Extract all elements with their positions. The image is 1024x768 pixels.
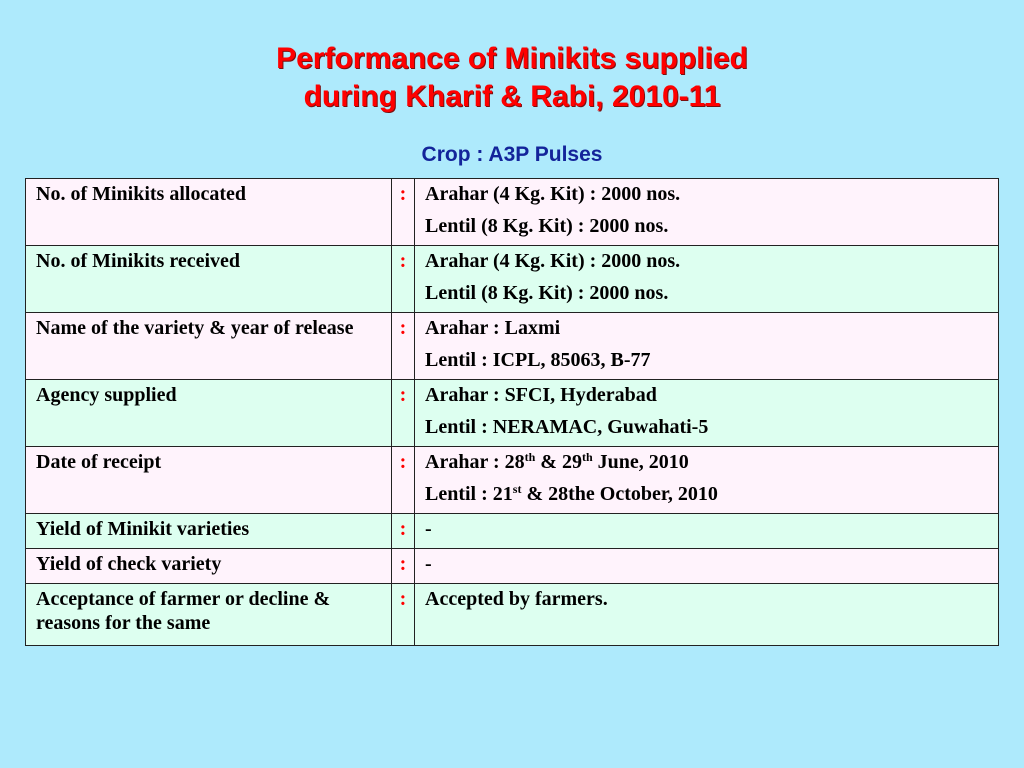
table-row: No. of Minikits received : Arahar (4 Kg.… bbox=[25, 245, 999, 313]
value-text: Lentil : 21 bbox=[425, 483, 513, 505]
table-row: Yield of Minikit varieties : - bbox=[25, 513, 999, 549]
row-value: Arahar (4 Kg. Kit) : 2000 nos. Lentil (8… bbox=[414, 178, 999, 246]
row-value: Arahar : 28th & 29th June, 2010 Lentil :… bbox=[414, 446, 999, 514]
value-line: Arahar : 28th & 29th June, 2010 bbox=[425, 450, 988, 474]
value-line: Lentil (8 Kg. Kit) : 2000 nos. bbox=[425, 215, 669, 237]
row-value: - bbox=[414, 513, 999, 549]
row-value: Accepted by farmers. bbox=[414, 583, 999, 646]
row-separator: : bbox=[391, 245, 415, 313]
value-text: June, 2010 bbox=[592, 451, 689, 473]
value-line: Lentil : ICPL, 85063, B-77 bbox=[425, 349, 651, 371]
value-line: Accepted by farmers. bbox=[425, 588, 608, 610]
value-line: Arahar : Laxmi bbox=[425, 317, 561, 339]
row-separator: : bbox=[391, 583, 415, 646]
slide-title: Performance of Minikits supplied during … bbox=[0, 40, 1024, 116]
value-line: Lentil (8 Kg. Kit) : 2000 nos. bbox=[425, 282, 669, 304]
value-line: Arahar (4 Kg. Kit) : 2000 nos. bbox=[425, 250, 681, 272]
row-separator: : bbox=[391, 312, 415, 380]
value-text: Arahar : 28 bbox=[425, 451, 525, 473]
row-value: Arahar (4 Kg. Kit) : 2000 nos. Lentil (8… bbox=[414, 245, 999, 313]
value-line: Lentil : 21st & 28the October, 2010 bbox=[425, 482, 988, 506]
slide-title-line-1: Performance of Minikits supplied bbox=[276, 42, 748, 75]
value-text: & 29 bbox=[535, 451, 582, 473]
value-line: Arahar (4 Kg. Kit) : 2000 nos. bbox=[425, 183, 681, 205]
value-superscript: th bbox=[524, 450, 536, 464]
row-value: Arahar : Laxmi Lentil : ICPL, 85063, B-7… bbox=[414, 312, 999, 380]
value-line: - bbox=[425, 553, 432, 575]
row-value: Arahar : SFCI, Hyderabad Lentil : NERAMA… bbox=[414, 379, 999, 447]
row-label: Yield of Minikit varieties bbox=[25, 513, 392, 549]
row-label: No. of Minikits received bbox=[25, 245, 392, 313]
table-row: No. of Minikits allocated : Arahar (4 Kg… bbox=[25, 178, 999, 246]
row-label: Name of the variety & year of release bbox=[25, 312, 392, 380]
row-separator: : bbox=[391, 178, 415, 246]
row-label: No. of Minikits allocated bbox=[25, 178, 392, 246]
value-superscript: st bbox=[512, 482, 522, 496]
row-separator: : bbox=[391, 446, 415, 514]
value-line: Arahar : SFCI, Hyderabad bbox=[425, 384, 657, 406]
row-separator: : bbox=[391, 379, 415, 447]
row-value: - bbox=[414, 548, 999, 584]
table-row: Acceptance of farmer or decline & reason… bbox=[25, 583, 999, 646]
crop-subtitle: Crop : A3P Pulses bbox=[421, 143, 603, 166]
value-text: & 28the October, 2010 bbox=[521, 483, 718, 505]
value-line: - bbox=[425, 518, 432, 540]
table-row: Name of the variety & year of release : … bbox=[25, 312, 999, 380]
row-separator: : bbox=[391, 548, 415, 584]
value-line: Lentil : NERAMAC, Guwahati-5 bbox=[425, 416, 709, 438]
minikit-performance-table: No. of Minikits allocated : Arahar (4 Kg… bbox=[25, 178, 999, 646]
value-superscript: th bbox=[581, 450, 593, 464]
row-label: Acceptance of farmer or decline & reason… bbox=[25, 583, 392, 646]
row-separator: : bbox=[391, 513, 415, 549]
table-row: Date of receipt : Arahar : 28th & 29th J… bbox=[25, 446, 999, 514]
row-label: Yield of check variety bbox=[25, 548, 392, 584]
row-label: Date of receipt bbox=[25, 446, 392, 514]
slide-title-line-2: during Kharif & Rabi, 2010-11 bbox=[303, 80, 721, 113]
table-row: Agency supplied : Arahar : SFCI, Hyderab… bbox=[25, 379, 999, 447]
table-row: Yield of check variety : - bbox=[25, 548, 999, 584]
row-label: Agency supplied bbox=[25, 379, 392, 447]
